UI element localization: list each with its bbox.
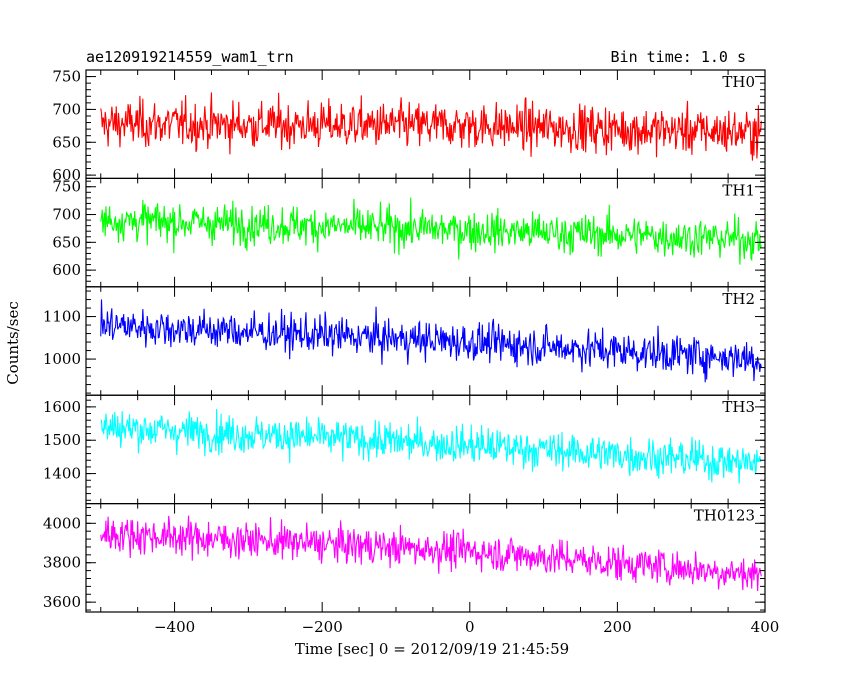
series-line-th0123	[100, 515, 762, 591]
x-tick-label: 400	[751, 618, 780, 636]
panel-label-th3: TH3	[722, 398, 755, 416]
y-tick-label: 3800	[43, 554, 81, 572]
y-axis-label: Counts/sec	[4, 301, 22, 385]
panel-label-th1: TH1	[722, 181, 755, 199]
y-tick-label: 650	[52, 133, 81, 151]
y-tick-label: 1600	[43, 398, 81, 416]
y-tick-label: 3600	[43, 593, 81, 611]
y-tick-label: 700	[52, 206, 81, 224]
y-tick-label: 750	[52, 178, 81, 196]
bin-time-label: Bin time: 1.0 s	[611, 48, 746, 66]
panel-label-th2: TH2	[722, 290, 755, 308]
series-line-th3	[100, 408, 762, 484]
series-line-th0	[100, 92, 762, 161]
y-tick-label: 600	[52, 166, 81, 184]
y-tick-label: 650	[52, 233, 81, 251]
y-tick-label: 750	[52, 68, 81, 86]
y-tick-label: 1000	[43, 350, 81, 368]
panels-group: 600 650 700 750 TH0 600 650 700 750 TH1 1000 1100 TH…	[43, 68, 780, 636]
y-tick-label: 600	[52, 261, 81, 279]
y-tick-label: 1100	[43, 308, 81, 326]
y-tick-label: 4000	[43, 514, 81, 532]
panel-frame	[85, 394, 766, 505]
y-tick-label: 1500	[43, 431, 81, 449]
chart-title: ae120919214559_wam1_trn	[86, 48, 294, 66]
panel-label-th0123: TH0123	[694, 507, 755, 525]
x-tick-label: −200	[302, 618, 343, 636]
x-tick-label: 200	[603, 618, 632, 636]
x-tick-label: 0	[465, 618, 475, 636]
y-tick-label: 700	[52, 100, 81, 118]
x-tick-label: −400	[154, 618, 195, 636]
panel-label-th0: TH0	[722, 73, 755, 91]
series-line-th2	[100, 299, 762, 383]
panel-frame	[85, 503, 766, 613]
x-axis-label: Time [sec] 0 = 2012/09/19 21:45:59	[295, 640, 569, 658]
series-line-th1	[100, 197, 762, 265]
y-tick-label: 1400	[43, 465, 81, 483]
